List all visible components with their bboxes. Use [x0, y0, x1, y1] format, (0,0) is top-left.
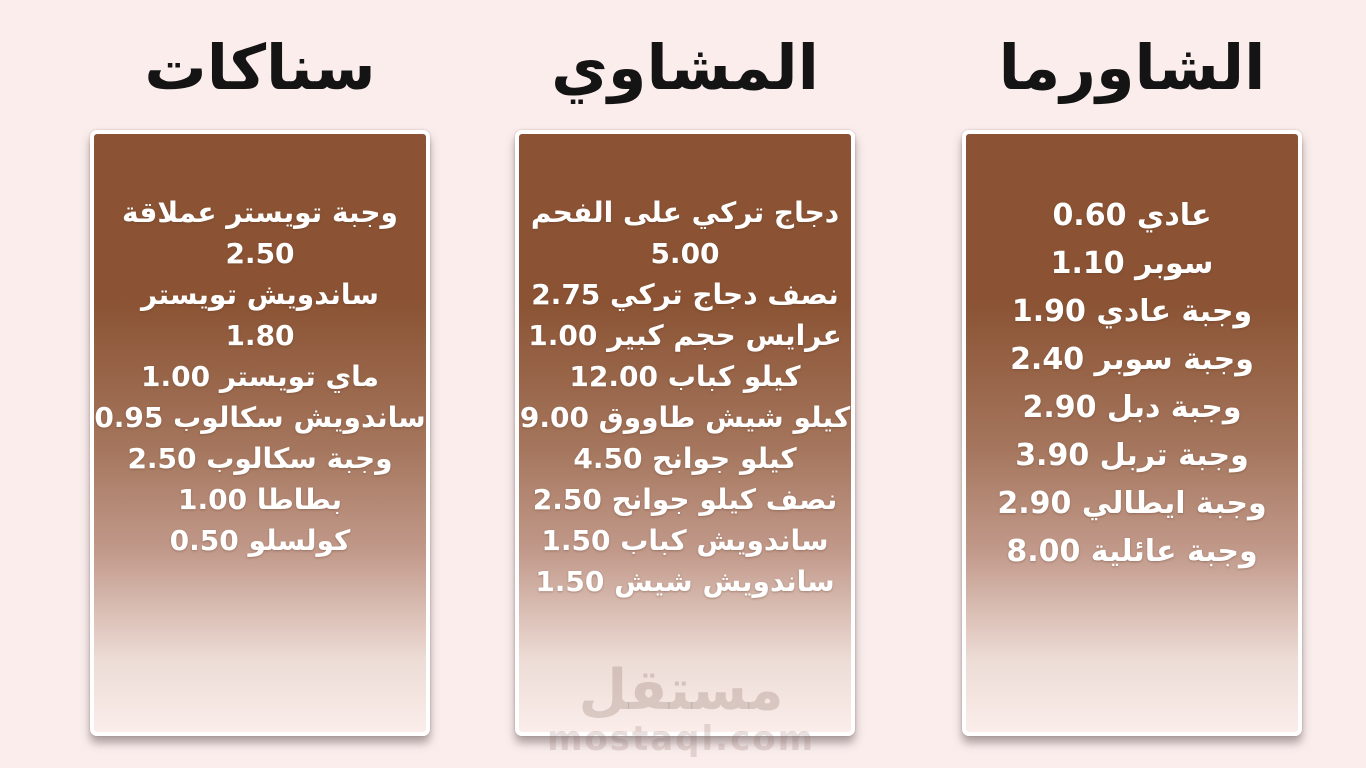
- menu-lines-snacks: وجبة تويستر عملاقة 2.50 ساندويش تويستر 1.80…: [94, 192, 426, 561]
- menu-lines-grills: دجاج تركي على الفحم 5.00 نصف دجاج تركي 2.7…: [519, 192, 851, 602]
- menu-item-line: 1.80: [225, 319, 295, 352]
- menu-item-line: بطاطا 1.00: [177, 483, 343, 516]
- section-shawarma: الشاورما عادي 0.60 سوبر 1.10 وجبة عادي 1.9…: [962, 0, 1302, 768]
- menu-card-snacks: وجبة تويستر عملاقة 2.50 ساندويش تويستر 1.80…: [90, 130, 430, 736]
- menu-item-line: وجبة دبل 2.90: [1022, 390, 1242, 425]
- section-title-grills: المشاوي: [551, 31, 819, 104]
- menu-item-line: كيلو جوانح 4.50: [573, 442, 797, 475]
- section-snacks: سناكات وجبة تويستر عملاقة 2.50 ساندويش توي…: [90, 0, 430, 768]
- menu-item-line: ساندويش سكالوب 0.95: [94, 401, 426, 434]
- menu-lines-shawarma: عادي 0.60 سوبر 1.10 وجبة عادي 1.90 وجبة سوب…: [966, 192, 1298, 576]
- menu-item-line: كيلو شيش طاووق 9.00: [519, 401, 851, 434]
- menu-item-line: ساندويش كباب 1.50: [541, 524, 829, 557]
- menu-item-line: نصف كيلو جوانح 2.50: [532, 483, 838, 516]
- section-title-shawarma: الشاورما: [998, 31, 1266, 104]
- menu-item-line: وجبة تويستر عملاقة: [122, 196, 398, 229]
- menu-item-line: ماي تويستر 1.00: [140, 360, 380, 393]
- menu-card-shawarma: عادي 0.60 سوبر 1.10 وجبة عادي 1.90 وجبة سوب…: [962, 130, 1302, 736]
- section-title-snacks: سناكات: [144, 31, 376, 104]
- menu-card-grills: دجاج تركي على الفحم 5.00 نصف دجاج تركي 2.7…: [515, 130, 855, 736]
- menu-item-line: كولسلو 0.50: [169, 524, 351, 557]
- menu-item-line: وجبة عادي 1.90: [1011, 294, 1253, 329]
- menu-item-line: كيلو كباب 12.00: [569, 360, 801, 393]
- menu-item-line: وجبة ايطالي 2.90: [997, 486, 1267, 521]
- menu-item-line: نصف دجاج تركي 2.75: [531, 278, 839, 311]
- menu-item-line: عادي 0.60: [1052, 198, 1212, 233]
- menu-item-line: دجاج تركي على الفحم: [530, 196, 840, 229]
- menu-item-line: وجبة سوبر 2.40: [1010, 342, 1254, 377]
- menu-item-line: وجبة عائلية 8.00: [1006, 534, 1258, 569]
- menu-item-line: ساندويش شيش 1.50: [535, 565, 835, 598]
- menu-item-line: عرايس حجم كبير 1.00: [528, 319, 842, 352]
- menu-item-line: وجبة سكالوب 2.50: [127, 442, 393, 475]
- section-grills: المشاوي دجاج تركي على الفحم 5.00 نصف دجاج …: [515, 0, 855, 768]
- menu-item-line: وجبة تربل 3.90: [1015, 438, 1249, 473]
- menu-item-line: سوبر 1.10: [1050, 246, 1214, 281]
- menu-item-line: ساندويش تويستر: [141, 278, 379, 311]
- menu-item-line: 5.00: [650, 237, 720, 270]
- menu-item-line: 2.50: [225, 237, 295, 270]
